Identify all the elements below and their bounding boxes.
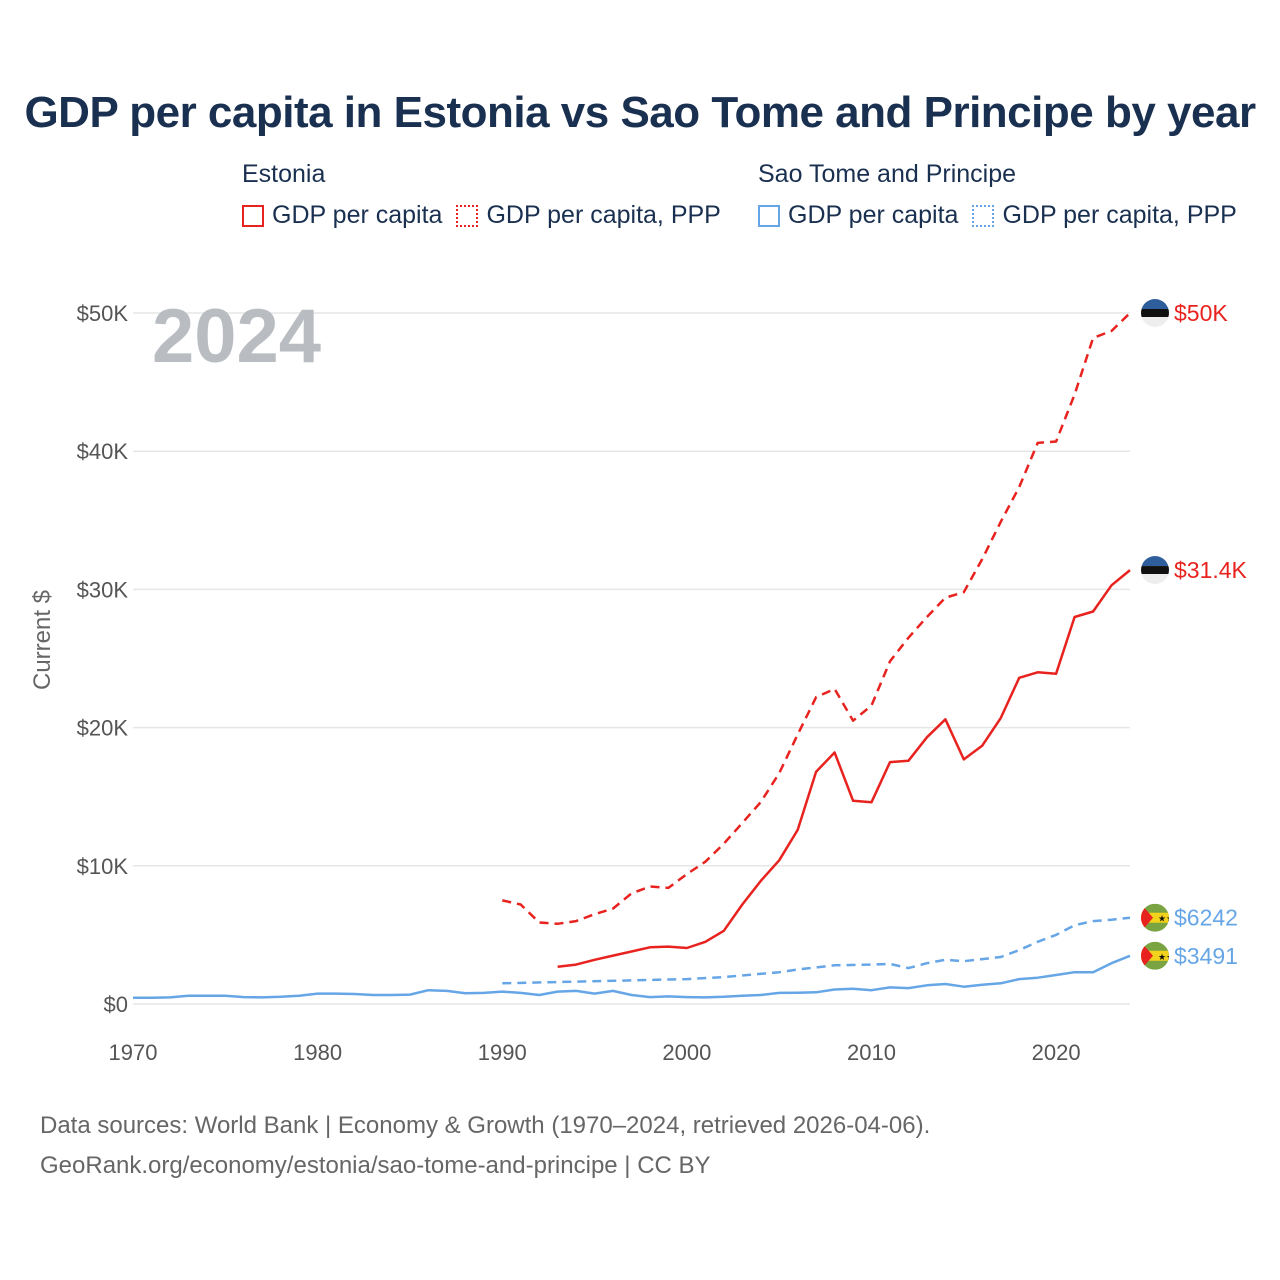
legend-item-estonia-gdp-ppp[interactable]: GDP per capita, PPP [456,201,721,230]
source-note: Data sources: World Bank | Economy & Gro… [40,1106,930,1186]
x-tick-label: 1980 [293,1040,342,1065]
series-line [133,954,1131,1000]
y-tick-label: $40K [77,439,129,464]
source-line-2: GeoRank.org/economy/estonia/sao-tome-and… [40,1152,711,1179]
source-line-1: Data sources: World Bank | Economy & Gro… [40,1112,931,1139]
y-axis-label: Current $ [29,590,56,690]
series-line [502,916,1131,985]
y-tick-label: $20K [77,716,129,741]
sao-tome-flag-icon: ★★ [1141,941,1174,970]
legend-swatch-dotted-red [456,204,479,227]
x-tick-label: 2000 [662,1040,711,1065]
legend-label: GDP per capita [788,201,959,229]
series-line [502,312,1131,926]
svg-text:★★: ★★ [1158,915,1174,925]
legend-swatch-dotted-blue [972,204,995,227]
y-tick-label: $10K [77,854,129,879]
chart-title: GDP per capita in Estonia vs Sao Tome an… [24,88,1256,137]
legend-group-estonia: Estonia GDP per capita GDP per capita, P… [242,160,735,230]
x-tick-label: 1970 [109,1040,158,1065]
legend-swatch-solid-blue [758,204,780,227]
end-value-label: $6242 [1174,905,1238,931]
estonia-flag-icon [1141,299,1169,327]
end-value-label: $31.4K [1174,557,1248,583]
end-value-label: $3491 [1174,943,1238,969]
legend-item-sao-tome-gdp[interactable]: GDP per capita [758,201,958,230]
sao-tome-flag-icon: ★★ [1141,903,1174,932]
year-overlay: 2024 [152,294,321,379]
svg-text:★★: ★★ [1158,953,1174,963]
legend-country-estonia: Estonia [242,160,326,188]
legend-item-estonia-gdp[interactable]: GDP per capita [242,201,442,230]
y-tick-label: $30K [77,577,129,602]
end-value-label: $50K [1174,300,1228,326]
y-tick-label: $0 [104,992,128,1017]
x-tick-label: 1990 [478,1040,527,1065]
x-tick-label: 2020 [1032,1040,1081,1065]
legend-country-sao-tome: Sao Tome and Principe [758,160,1017,188]
x-tick-label: 2010 [847,1040,896,1065]
estonia-flag-icon [1141,556,1169,585]
legend-label: GDP per capita, PPP [486,201,721,229]
legend-label: GDP per capita, PPP [1002,201,1237,229]
series-line [557,569,1131,968]
legend-swatch-solid-red [242,204,264,227]
legend-group-sao-tome: Sao Tome and Principe GDP per capita GDP… [758,160,1251,230]
y-tick-label: $50K [77,301,129,326]
legend-label: GDP per capita [272,201,443,229]
legend-item-sao-tome-gdp-ppp[interactable]: GDP per capita, PPP [972,201,1237,230]
